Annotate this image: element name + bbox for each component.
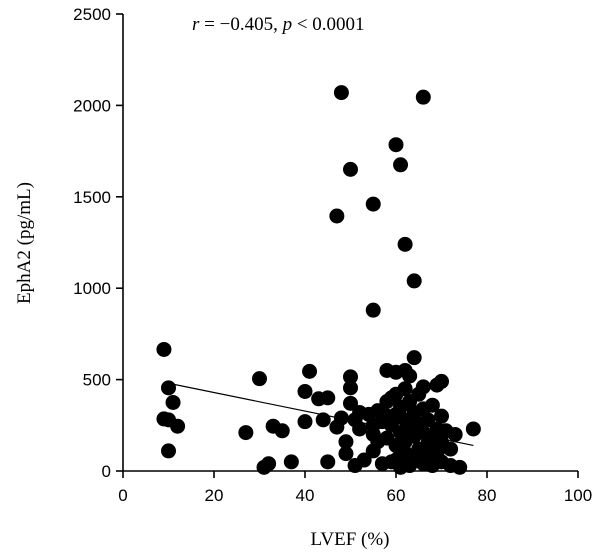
data-point — [365, 196, 381, 212]
r-symbol: r — [192, 14, 200, 35]
data-point — [356, 452, 372, 468]
data-point — [434, 373, 449, 389]
y-tick-label: 0 — [102, 462, 111, 481]
correlation-annotation: r = −0.405, p < 0.0001 — [192, 14, 365, 35]
x-tick-label: 0 — [118, 486, 127, 505]
p-value: < 0.0001 — [292, 14, 364, 35]
y-tick-label: 2500 — [73, 5, 111, 24]
data-point — [388, 137, 404, 153]
x-tick-label: 20 — [205, 486, 224, 505]
data-point — [447, 426, 463, 442]
data-point — [297, 414, 313, 430]
data-point — [424, 397, 440, 413]
data-point — [338, 434, 354, 450]
data-point — [283, 454, 299, 470]
data-point — [156, 341, 172, 357]
data-point — [415, 89, 431, 105]
data-point — [165, 394, 181, 410]
data-point — [365, 302, 381, 318]
y-ticks: 0 500 1000 1500 2000 2500 — [73, 5, 123, 481]
x-tick-label: 60 — [387, 486, 406, 505]
x-ticks: 0 20 40 60 80 100 — [118, 471, 592, 505]
data-point — [434, 408, 449, 424]
data-point — [302, 363, 318, 379]
data-point — [402, 368, 418, 384]
data-point — [170, 418, 186, 434]
data-point — [415, 379, 431, 395]
data-point — [315, 412, 331, 428]
data-points — [156, 85, 481, 475]
data-point — [261, 456, 277, 472]
data-point — [406, 273, 422, 289]
data-point — [329, 208, 345, 224]
p-symbol: p — [281, 14, 293, 35]
y-tick-label: 500 — [83, 371, 111, 390]
x-tick-label: 100 — [564, 486, 592, 505]
data-point — [238, 425, 254, 441]
data-point — [393, 157, 409, 173]
data-point — [406, 350, 422, 366]
data-point — [465, 421, 481, 437]
data-point — [161, 443, 176, 459]
x-axis-title: LVEF (%) — [311, 529, 390, 550]
data-point — [161, 380, 176, 396]
data-point — [397, 381, 413, 397]
data-point — [420, 412, 436, 428]
data-point — [320, 390, 336, 406]
data-point — [343, 161, 358, 177]
data-point — [397, 236, 413, 252]
data-point — [274, 423, 290, 439]
data-point — [343, 395, 358, 411]
data-point — [452, 459, 468, 475]
data-point — [333, 85, 349, 101]
x-tick-label: 40 — [296, 486, 315, 505]
data-point — [252, 371, 267, 387]
data-point — [338, 446, 354, 462]
y-tick-label: 1500 — [73, 188, 111, 207]
y-tick-label: 2000 — [73, 96, 111, 115]
r-value: = −0.405, — [199, 14, 282, 35]
data-point — [320, 454, 336, 470]
data-point — [297, 383, 313, 399]
y-axis-title: EphA2 (pg/mL) — [14, 182, 35, 304]
data-point — [352, 421, 368, 437]
data-point — [343, 369, 358, 385]
x-tick-label: 80 — [478, 486, 497, 505]
data-point — [343, 380, 358, 396]
data-point — [443, 441, 459, 457]
data-point — [333, 410, 349, 426]
y-tick-label: 1000 — [73, 279, 111, 298]
